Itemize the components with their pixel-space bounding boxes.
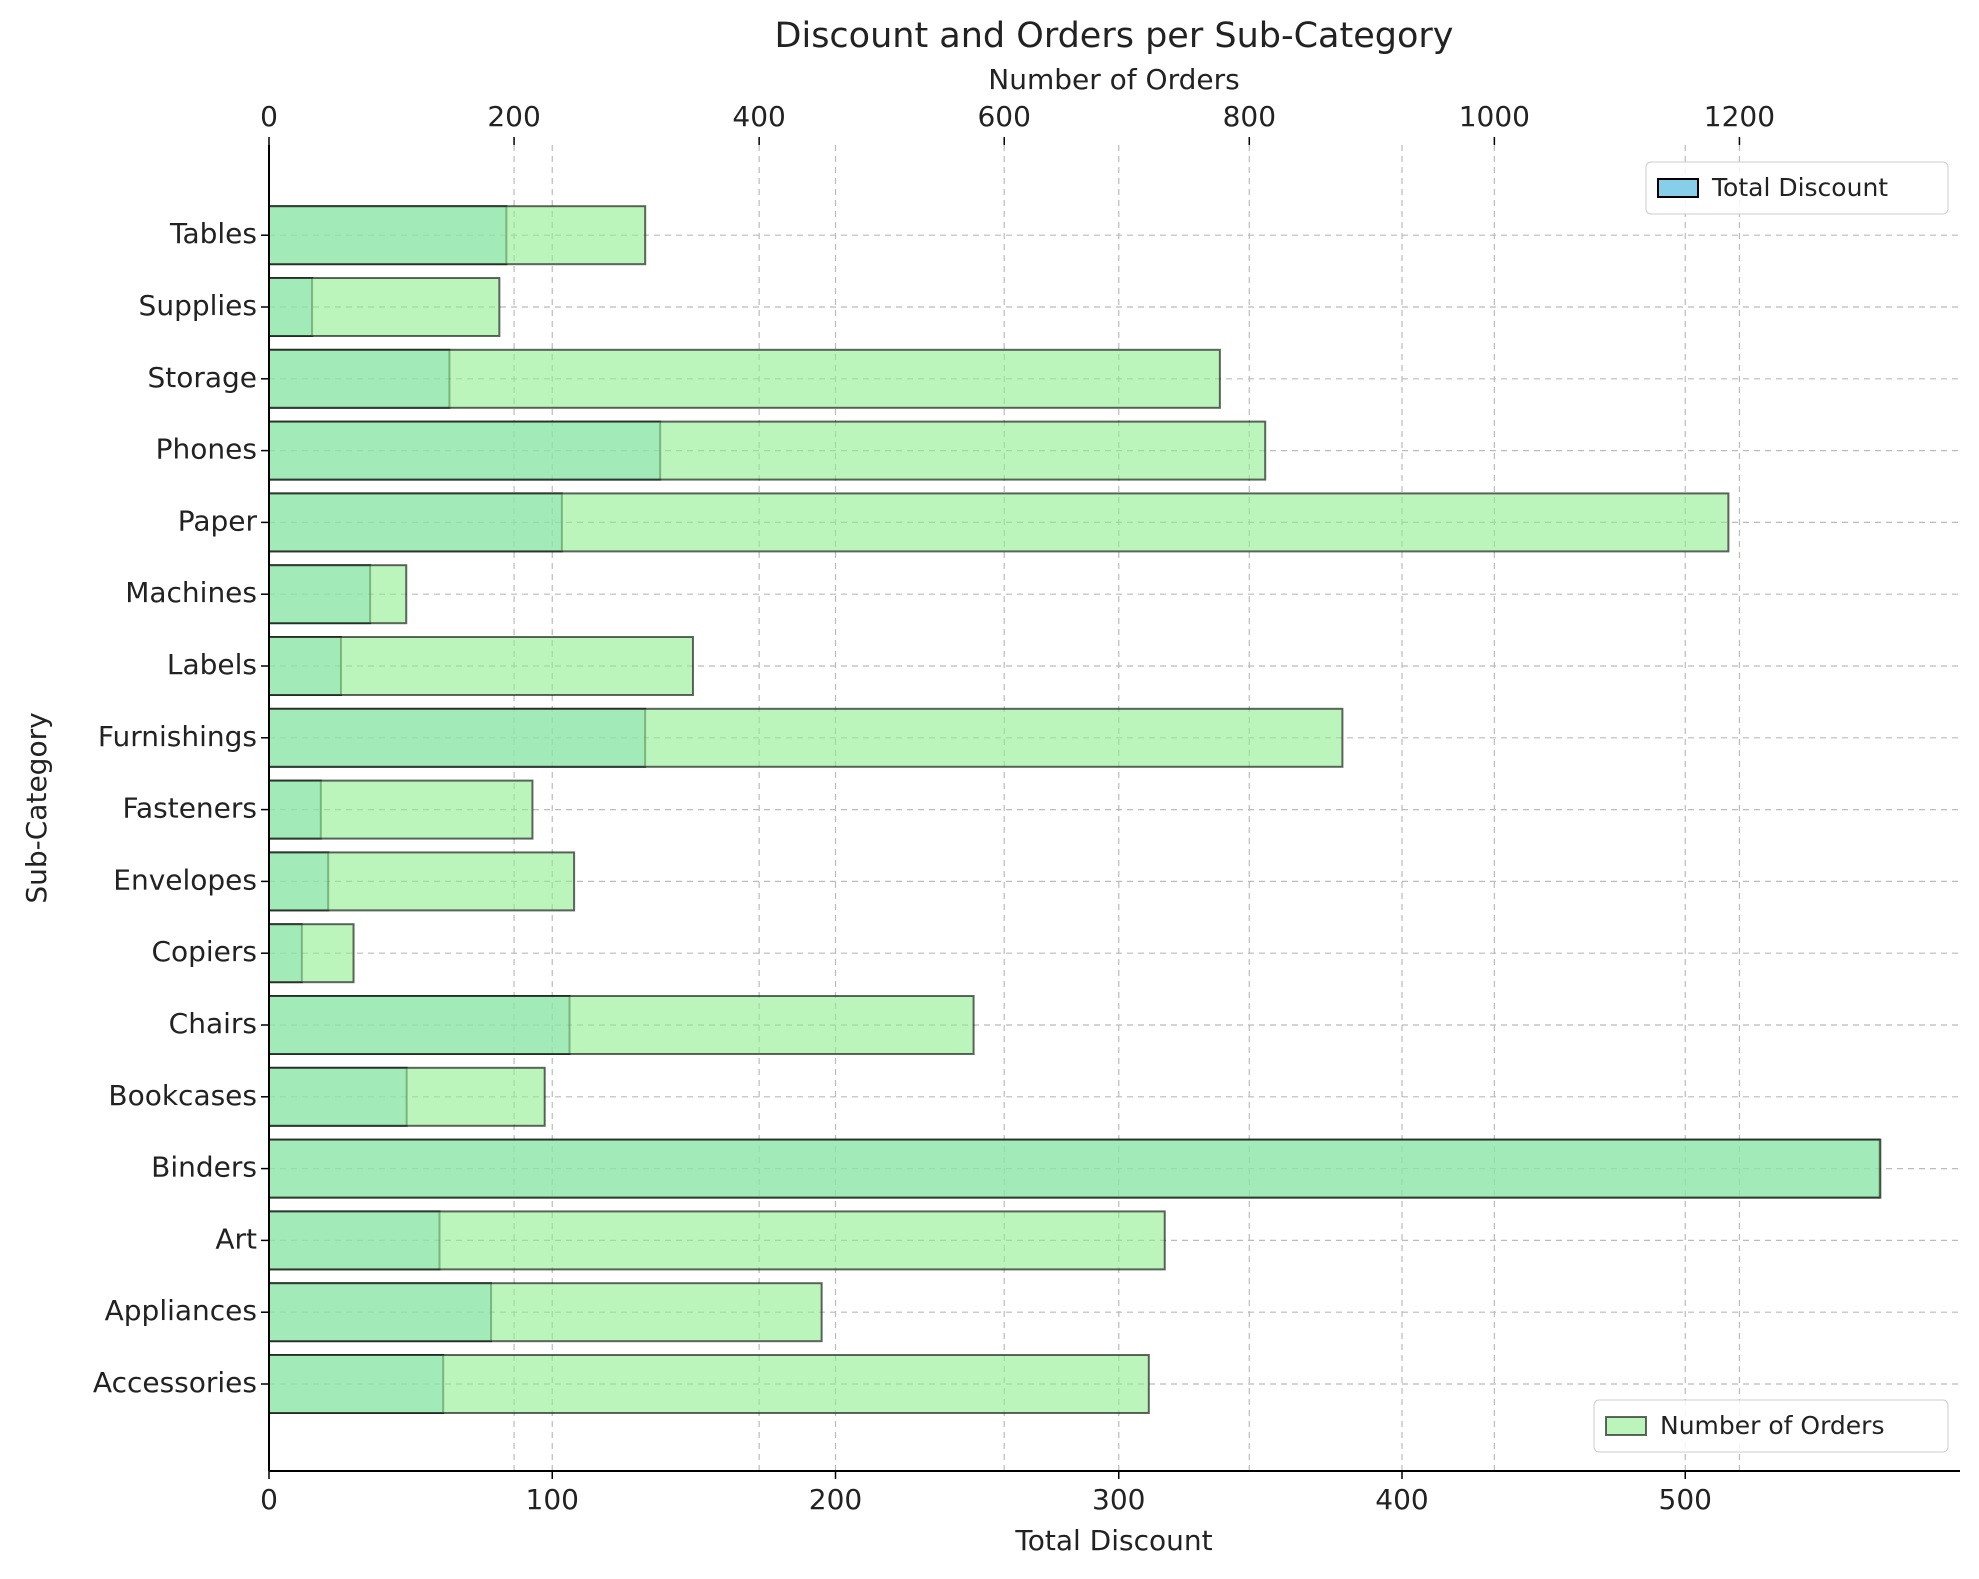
x-tick-label: 300 bbox=[1092, 1483, 1145, 1516]
bar bbox=[268, 277, 501, 337]
bar bbox=[268, 923, 355, 984]
bar bbox=[268, 1354, 1150, 1414]
y-tick-label: Supplies bbox=[139, 289, 257, 322]
bar bbox=[268, 492, 1730, 553]
y-tick-label: Phones bbox=[156, 433, 257, 466]
x2-tick-label: 800 bbox=[1223, 100, 1276, 133]
y-tick-label: Bookcases bbox=[108, 1079, 257, 1112]
bar bbox=[268, 636, 694, 696]
bar bbox=[268, 851, 576, 912]
legend-swatch bbox=[1657, 178, 1699, 198]
bar bbox=[268, 348, 1221, 409]
x2-tick-label: 0 bbox=[260, 100, 278, 133]
legend-label: Number of Orders bbox=[1660, 1411, 1885, 1440]
x2-tick-label: 1000 bbox=[1459, 100, 1530, 133]
y-tick-label: Binders bbox=[151, 1151, 257, 1184]
y-tick-label: Tables bbox=[169, 217, 257, 250]
x-tick-label: 500 bbox=[1659, 1483, 1712, 1516]
legend-box bbox=[1645, 161, 1949, 215]
legend-box bbox=[1593, 1399, 1949, 1453]
x2-axis-label: Number of Orders bbox=[988, 63, 1239, 96]
y-tick-label: Storage bbox=[147, 361, 257, 394]
legend-label: Total Discount bbox=[1711, 173, 1888, 202]
y-tick-label: Chairs bbox=[169, 1007, 257, 1040]
bar bbox=[268, 995, 975, 1055]
x2-tick-label: 200 bbox=[487, 100, 540, 133]
y-tick-label: Labels bbox=[167, 648, 257, 681]
y-axis-label: Sub-Category bbox=[20, 712, 53, 903]
y-tick-label: Furnishings bbox=[98, 720, 257, 753]
y-tick-label: Accessories bbox=[93, 1366, 257, 1399]
bar bbox=[268, 779, 534, 840]
y-tick-label: Paper bbox=[178, 504, 258, 537]
bar bbox=[268, 1138, 1882, 1199]
x-axis-label: Total Discount bbox=[1014, 1524, 1212, 1557]
x-tick-label: 200 bbox=[809, 1483, 862, 1516]
y-tick-label: Fasteners bbox=[122, 792, 257, 825]
y-tick-label: Appliances bbox=[105, 1294, 257, 1327]
x-tick-label: 100 bbox=[526, 1483, 579, 1516]
x-tick-label: 400 bbox=[1375, 1483, 1428, 1516]
bar bbox=[268, 205, 647, 266]
y-tick-label: Copiers bbox=[151, 935, 257, 968]
x2-tick-label: 600 bbox=[977, 100, 1030, 133]
y-tick-label: Machines bbox=[125, 576, 257, 609]
x2-tick-label: 400 bbox=[732, 100, 785, 133]
y-tick-label: Envelopes bbox=[113, 863, 257, 896]
bar bbox=[268, 1282, 823, 1343]
x-tick-label: 0 bbox=[260, 1483, 278, 1516]
bar bbox=[268, 1210, 1166, 1271]
x2-tick-label: 1200 bbox=[1704, 100, 1775, 133]
bar bbox=[268, 1066, 546, 1127]
chart-title: Discount and Orders per Sub-Category bbox=[775, 16, 1454, 56]
bar bbox=[268, 420, 1267, 481]
y-tick-label: Art bbox=[215, 1222, 257, 1255]
bar bbox=[268, 564, 408, 625]
bar bbox=[268, 707, 1344, 768]
legend-swatch bbox=[1605, 1416, 1647, 1436]
